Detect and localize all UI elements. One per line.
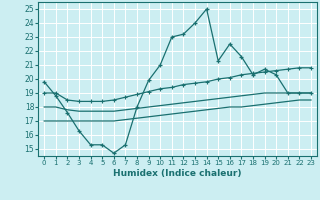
X-axis label: Humidex (Indice chaleur): Humidex (Indice chaleur) bbox=[113, 169, 242, 178]
